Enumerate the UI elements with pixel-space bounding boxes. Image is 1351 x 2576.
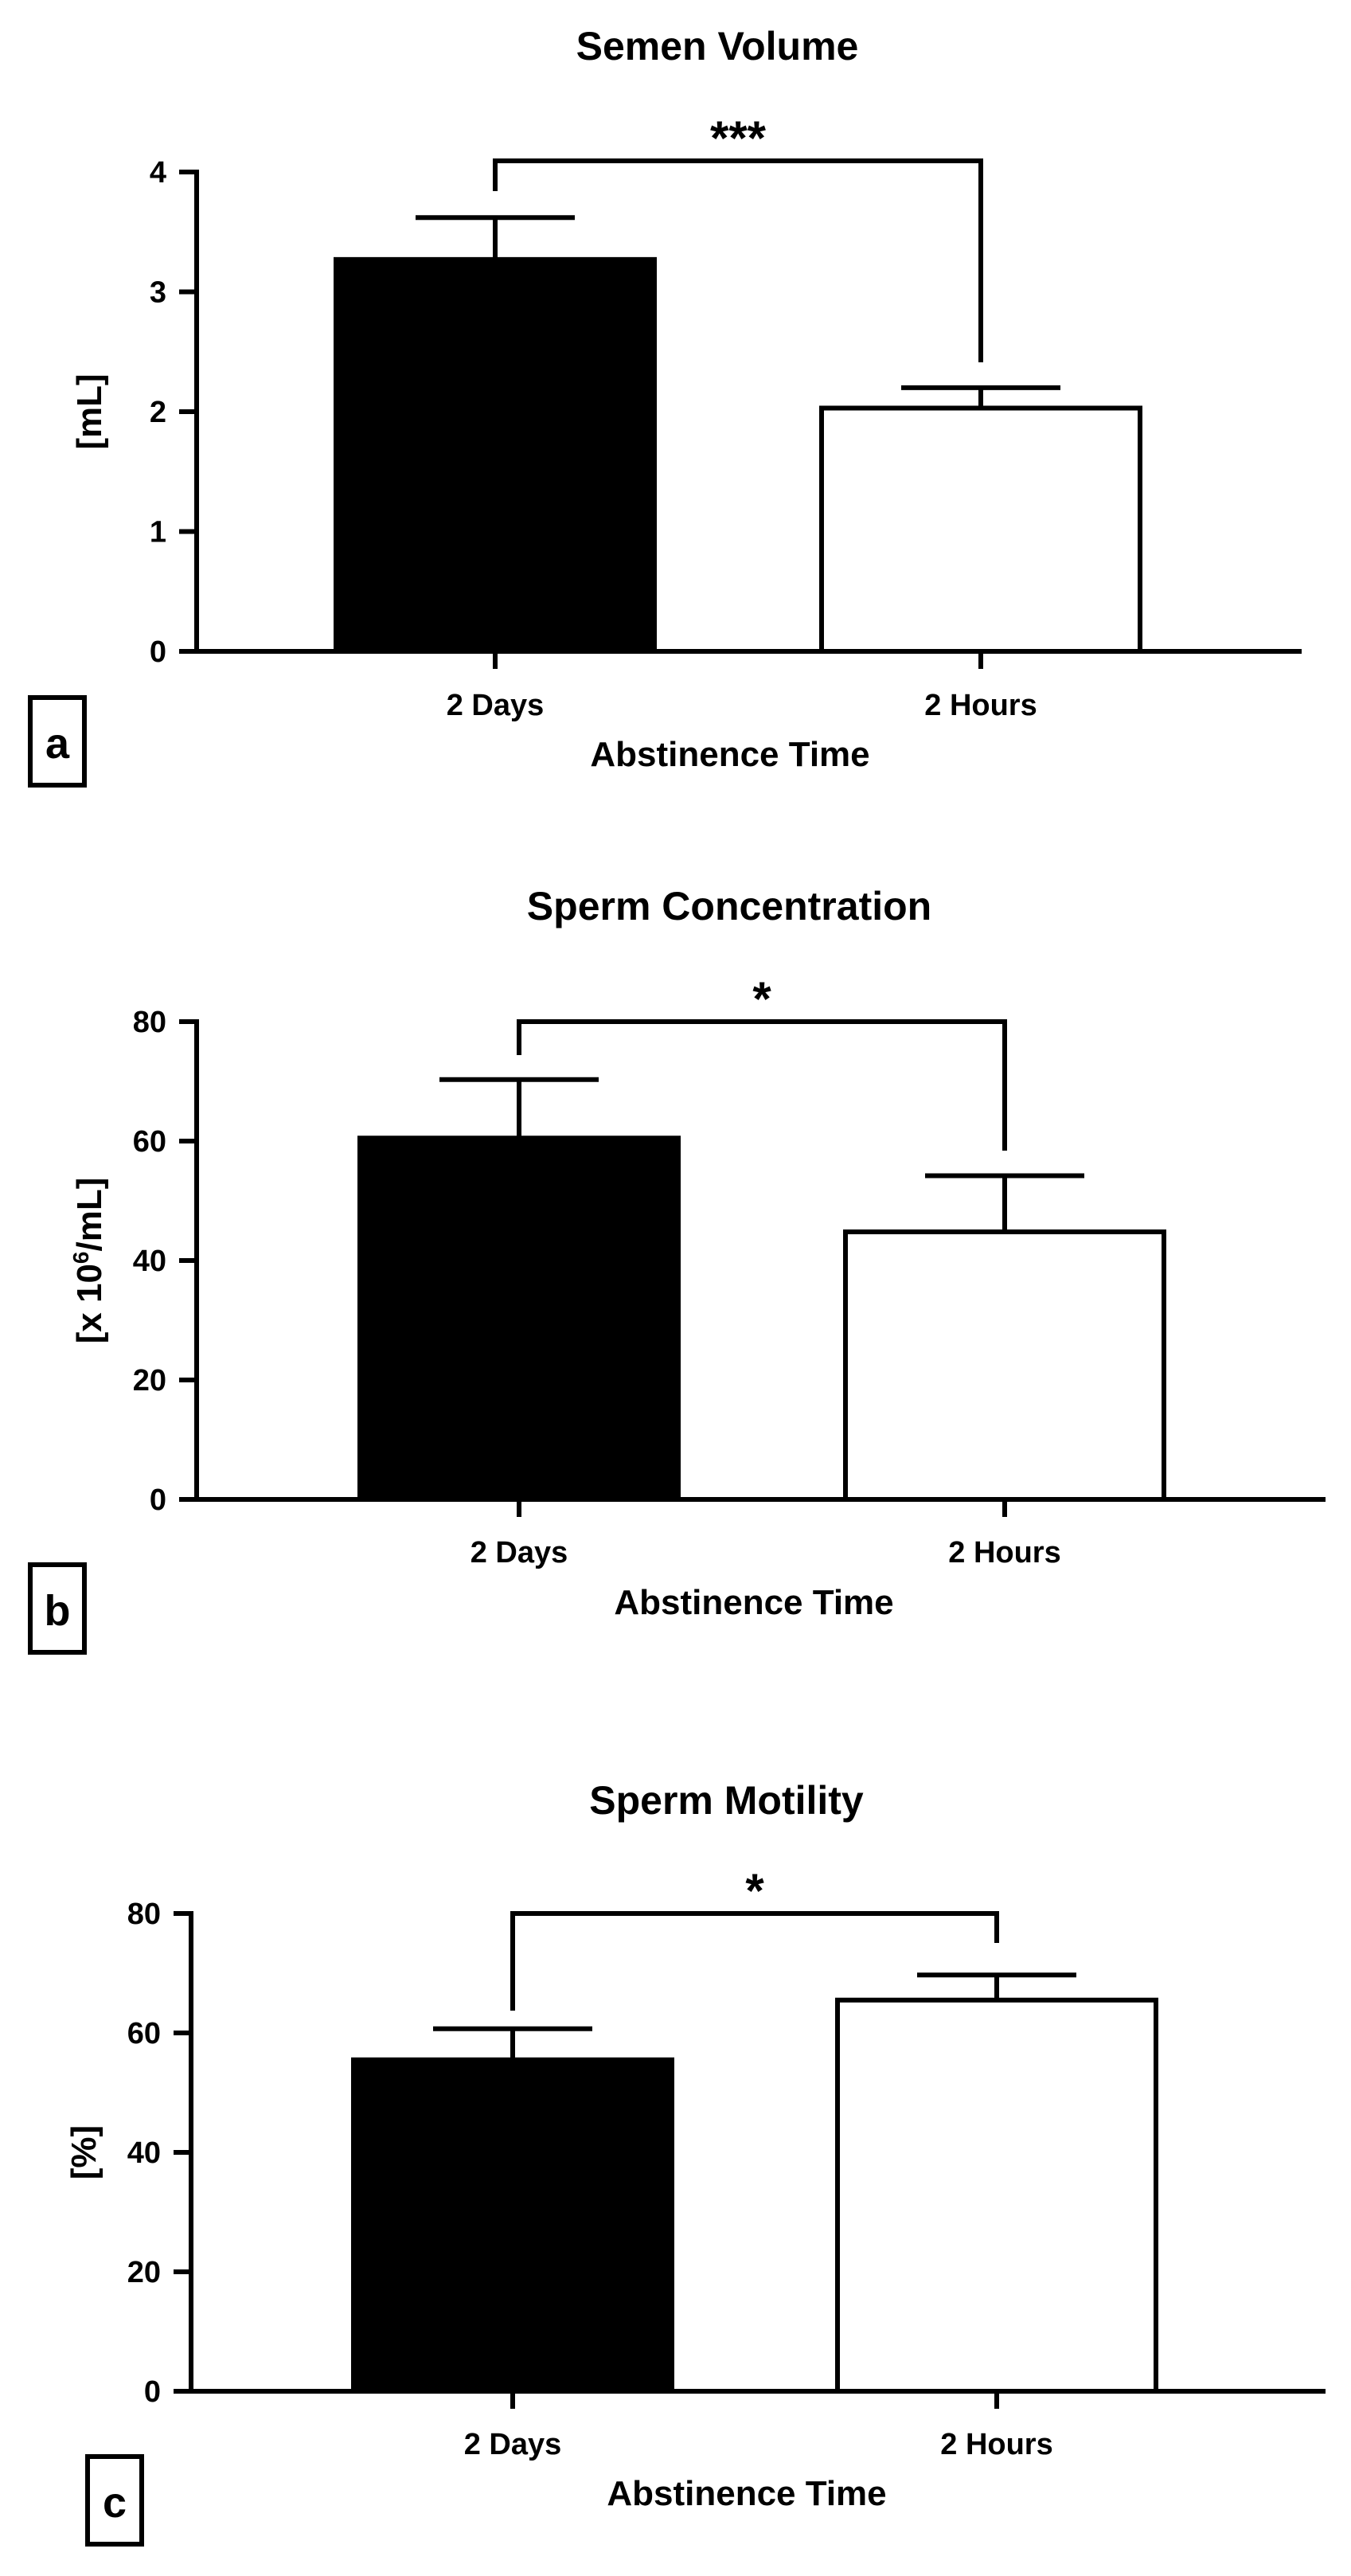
- x-tick-label: 2 Hours: [948, 1536, 1060, 1569]
- y-tick-label: 60: [133, 1125, 166, 1159]
- x-tick-label: 2 Days: [471, 1536, 568, 1569]
- significance-marker: ***: [710, 111, 767, 165]
- panel-letter-box: [28, 1562, 87, 1655]
- bar-1: [357, 1136, 681, 1502]
- bar-2: [835, 1997, 1158, 2394]
- y-tick-label: 40: [127, 2136, 161, 2170]
- chart-title: Sperm Concentration: [527, 884, 931, 928]
- y-axis-title-main: [%]: [64, 2125, 103, 2179]
- x-axis-title: Abstinence Time: [590, 735, 869, 774]
- panel-letter: b: [45, 1587, 71, 1635]
- y-tick-label: 20: [127, 2256, 161, 2289]
- x-tick-label: 2 Days: [464, 2428, 562, 2461]
- panel-c: Sperm Motility 0 20 40 60 80 [%] 2 Days 2 Hours A…: [64, 1778, 1326, 2547]
- significance-marker: *: [745, 1864, 764, 1917]
- y-tick-label: 20: [133, 1364, 166, 1397]
- x-axis-title: Abstinence Time: [614, 1583, 893, 1622]
- y-tick-label: 2: [150, 396, 166, 429]
- y-axis-title-main: [mL]: [70, 373, 109, 449]
- panel-letter: a: [45, 720, 70, 768]
- y-axis-title-main: [x 10: [70, 1264, 109, 1343]
- y-tick-label: 3: [150, 276, 166, 310]
- panel-b: Sperm Concentration 0 20 40 60 80 [x 106/mL] 2 …: [28, 884, 1326, 1655]
- significance-bracket: [493, 158, 983, 362]
- panel-letter-box: [28, 695, 87, 788]
- y-axis-title-superscript: 6: [68, 1252, 93, 1265]
- significance-bracket: [517, 1019, 1007, 1151]
- y-tick-label: 40: [133, 1245, 166, 1278]
- significance-marker: *: [752, 972, 771, 1026]
- bar-1: [334, 256, 657, 654]
- x-tick-label: 2 Hours: [940, 2428, 1052, 2461]
- x-axis-title: Abstinence Time: [607, 2474, 886, 2513]
- x-tick-label: 2 Days: [447, 689, 545, 722]
- y-axis-title: [%]: [64, 2125, 103, 2179]
- significance-bracket: [510, 1911, 999, 2011]
- y-tick-label: 1: [150, 516, 166, 549]
- chart-title: Sperm Motility: [589, 1778, 864, 1823]
- bar-2: [819, 405, 1142, 654]
- y-tick-label: 80: [133, 1006, 166, 1039]
- panel-letter: c: [103, 2479, 127, 2527]
- bar-1: [351, 2057, 674, 2394]
- y-tick-label: 0: [150, 1483, 166, 1517]
- chart-title: Semen Volume: [576, 24, 859, 68]
- y-axis-title: [mL]: [70, 373, 109, 449]
- y-axis-title: [x 106/mL]: [68, 1178, 109, 1344]
- y-tick-label: 0: [144, 2375, 161, 2409]
- y-tick-label: 60: [127, 2017, 161, 2050]
- y-axis-title-tail: /mL]: [70, 1178, 109, 1252]
- y-tick-label: 4: [150, 156, 166, 190]
- panel-a: Semen Volume 0 1 2 3 4 [mL] 2 Days 2 Hours Abstin…: [28, 24, 1302, 788]
- bar-2: [843, 1229, 1166, 1502]
- y-tick-label: 0: [150, 635, 166, 669]
- panel-letter-box: [85, 2454, 144, 2547]
- y-tick-label: 80: [127, 1898, 161, 1931]
- x-tick-label: 2 Hours: [924, 689, 1037, 722]
